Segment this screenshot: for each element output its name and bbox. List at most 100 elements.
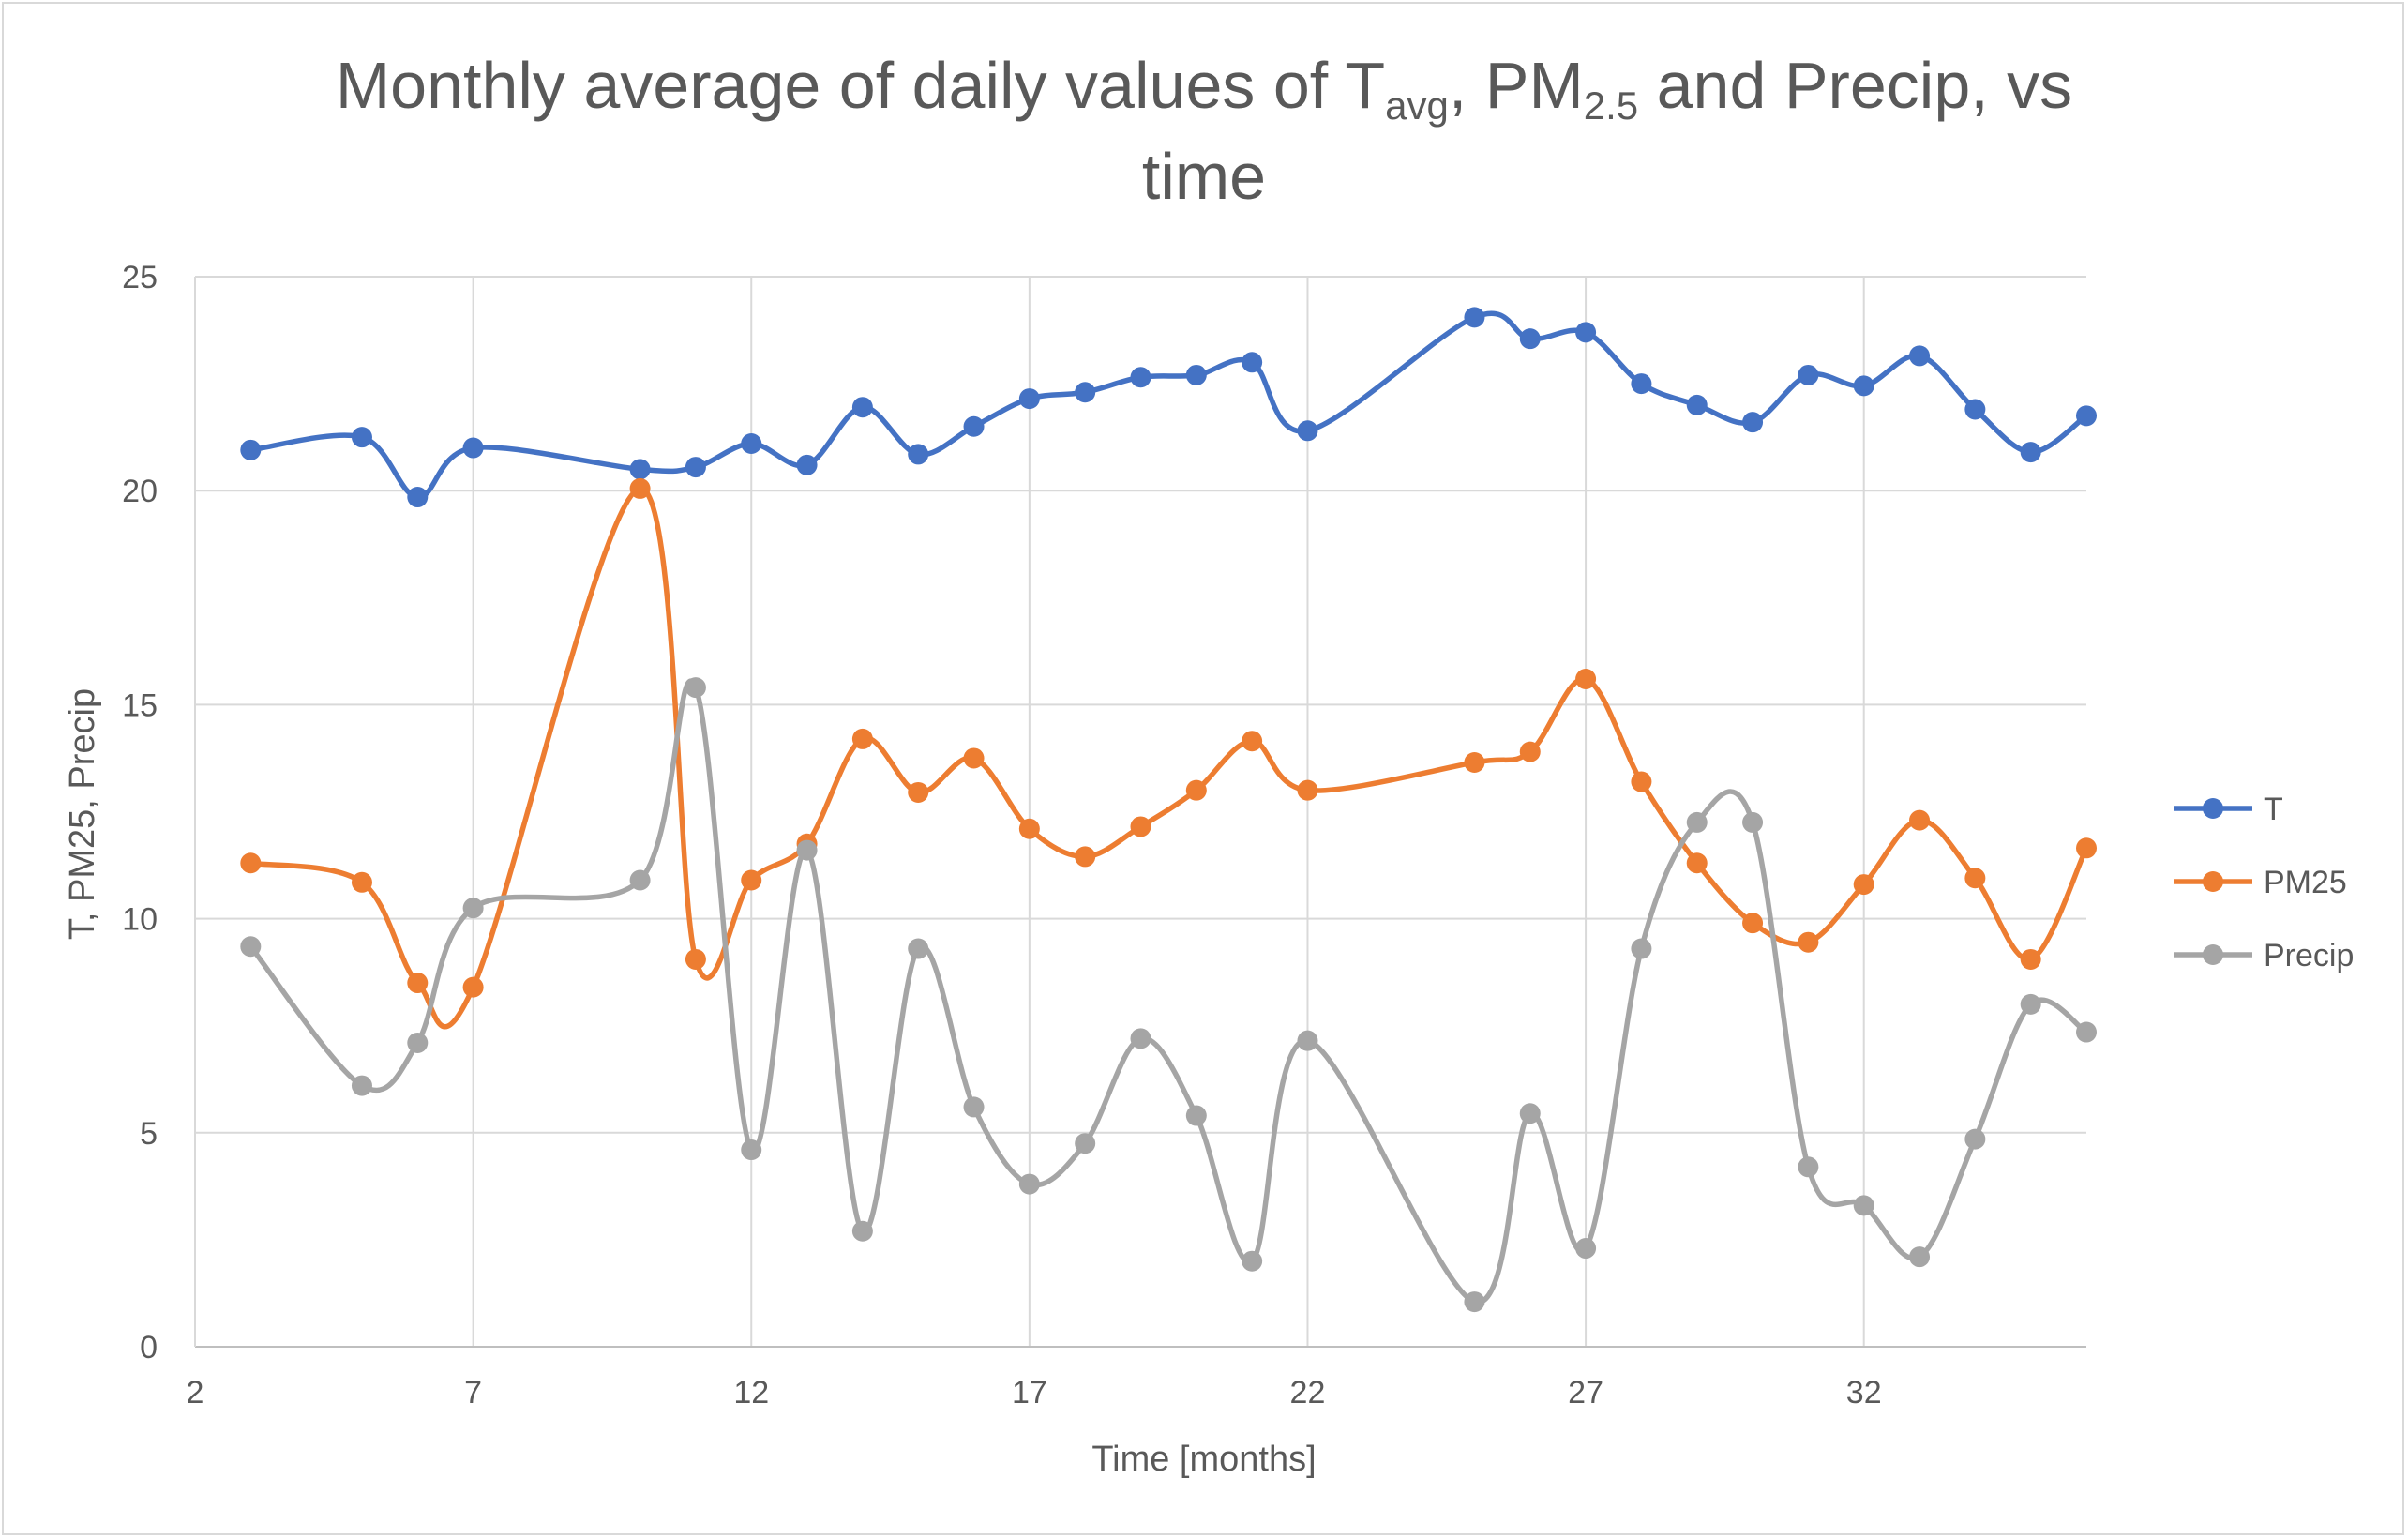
data-point-t xyxy=(2020,442,2041,463)
data-point-pm25 xyxy=(1853,874,1874,896)
data-point-precip xyxy=(685,677,706,699)
gridlines xyxy=(195,276,2086,1347)
data-point-t xyxy=(1964,399,1986,420)
legend-item-t: T xyxy=(2174,792,2283,827)
y-axis-title: T, PM25, Precip xyxy=(63,688,102,940)
data-point-t xyxy=(1519,328,1541,350)
data-point-precip xyxy=(2076,1021,2097,1043)
data-point-pm25 xyxy=(1575,669,1597,690)
data-point-t xyxy=(1464,307,1485,328)
y-tick-label: 5 xyxy=(140,1116,158,1152)
data-point-pm25 xyxy=(1909,809,1931,831)
data-point-precip xyxy=(1297,1030,1318,1051)
data-point-precip xyxy=(1519,1103,1541,1124)
x-axis-title: Time [months] xyxy=(1091,1440,1316,1479)
data-point-precip xyxy=(629,869,651,891)
data-point-precip xyxy=(796,839,818,861)
data-point-t xyxy=(685,457,706,478)
data-point-pm25 xyxy=(1631,771,1652,792)
data-point-precip xyxy=(908,938,929,959)
data-point-pm25 xyxy=(240,852,262,874)
legend-item-pm25: PM25 xyxy=(2174,865,2347,900)
x-tick-label: 27 xyxy=(1568,1375,1603,1411)
data-point-t xyxy=(1575,322,1597,343)
x-tick-label: 22 xyxy=(1290,1375,1326,1411)
y-tick-label: 10 xyxy=(122,902,158,938)
data-point-precip xyxy=(1018,1173,1040,1195)
data-point-precip xyxy=(1964,1128,1986,1150)
data-point-t xyxy=(1242,352,1263,373)
y-tick-label: 20 xyxy=(122,474,158,509)
data-point-precip xyxy=(741,1139,762,1161)
data-point-pm25 xyxy=(2020,948,2041,970)
data-point-pm25 xyxy=(1130,816,1151,837)
data-point-t xyxy=(1297,420,1318,442)
y-tick-label: 0 xyxy=(140,1330,158,1365)
series-line-precip xyxy=(248,678,2089,1305)
series-line-t xyxy=(248,310,2089,500)
legend: T PM25 Precip xyxy=(2174,792,2354,973)
data-point-precip xyxy=(1185,1105,1207,1126)
data-point-t xyxy=(240,439,262,460)
data-point-t xyxy=(1686,394,1708,415)
data-point-pm25 xyxy=(1018,818,1040,839)
x-tick-label: 17 xyxy=(1012,1375,1047,1411)
data-point-t xyxy=(407,487,429,508)
data-point-pm25 xyxy=(1185,779,1207,801)
data-point-pm25 xyxy=(407,973,429,994)
data-point-precip xyxy=(240,936,262,958)
x-tick-label: 12 xyxy=(733,1375,769,1411)
data-point-pm25 xyxy=(351,871,372,893)
data-point-t xyxy=(1909,345,1931,367)
data-point-t xyxy=(1075,382,1096,403)
data-point-t xyxy=(1130,367,1151,388)
data-point-pm25 xyxy=(908,781,929,803)
data-point-t xyxy=(796,454,818,475)
legend-marker-t xyxy=(2203,798,2223,819)
data-point-pm25 xyxy=(685,948,706,970)
data-point-t xyxy=(1185,364,1207,385)
legend-marker-precip xyxy=(2203,944,2223,965)
legend-label-pm25: PM25 xyxy=(2264,865,2347,900)
data-point-precip xyxy=(1742,811,1764,833)
data-point-t xyxy=(741,432,762,454)
data-point-t xyxy=(1018,388,1040,410)
data-point-precip xyxy=(462,898,484,919)
legend-label-precip: Precip xyxy=(2264,938,2354,973)
chart-title-line1: Monthly average of daily values of Tavg,… xyxy=(336,49,2072,128)
data-point-t xyxy=(1798,364,1819,385)
series-precip xyxy=(240,677,2097,1313)
series-lines xyxy=(240,307,2097,1313)
data-point-t xyxy=(1742,412,1764,433)
data-point-pm25 xyxy=(1075,846,1096,868)
data-point-t xyxy=(351,427,372,448)
data-point-precip xyxy=(963,1096,985,1118)
data-point-precip xyxy=(1686,811,1708,833)
axes xyxy=(194,277,2086,1348)
data-point-pm25 xyxy=(1964,868,1986,889)
data-point-t xyxy=(1631,373,1652,395)
x-tick-label: 2 xyxy=(187,1375,204,1411)
data-point-pm25 xyxy=(2076,837,2097,859)
chart-title-line2: time xyxy=(1142,140,1266,213)
series-pm25 xyxy=(240,477,2097,1030)
data-point-t xyxy=(462,437,484,459)
data-point-pm25 xyxy=(963,747,985,769)
data-point-precip xyxy=(351,1075,372,1096)
data-point-precip xyxy=(2020,993,2041,1015)
data-point-precip xyxy=(1075,1133,1096,1154)
legend-label-t: T xyxy=(2264,792,2283,827)
data-point-precip xyxy=(1130,1028,1151,1049)
x-tick-label: 7 xyxy=(464,1375,482,1411)
data-point-precip xyxy=(851,1220,873,1242)
data-point-pm25 xyxy=(1798,931,1819,953)
x-tick-label: 32 xyxy=(1846,1375,1882,1411)
data-point-pm25 xyxy=(1297,779,1318,801)
series-t xyxy=(240,307,2097,508)
data-point-t xyxy=(629,459,651,480)
data-point-precip xyxy=(1798,1156,1819,1178)
data-point-precip xyxy=(1853,1195,1874,1216)
data-point-pm25 xyxy=(1686,852,1708,874)
